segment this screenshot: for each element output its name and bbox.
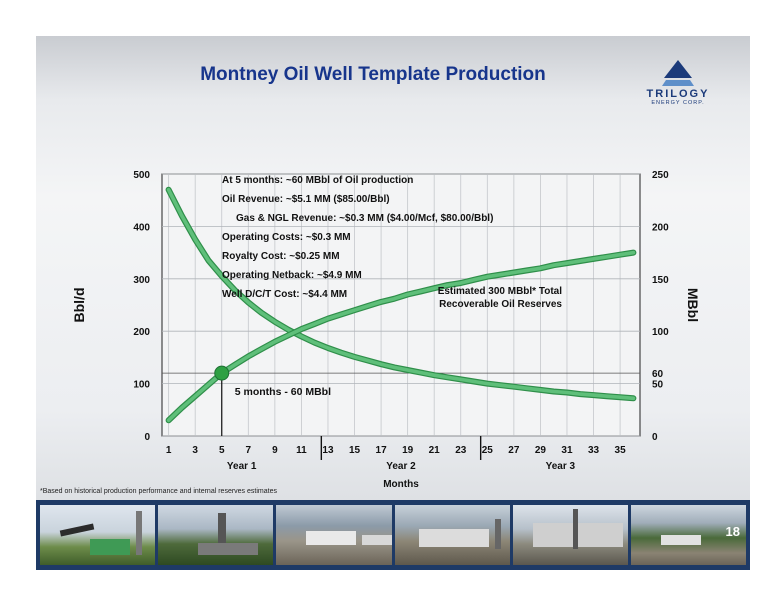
photo-drilling-rig: [158, 505, 274, 565]
trilogy-logo: [662, 60, 694, 86]
series-line-rate: [166, 187, 636, 401]
y-tick-label-left: 100: [133, 380, 150, 391]
year-label: Year 3: [546, 461, 576, 472]
x-tick-label: 19: [402, 445, 414, 456]
y-tick-label-right: 50: [652, 380, 664, 391]
footnote: *Based on historical production performa…: [40, 488, 277, 495]
x-tick-label: 11: [296, 445, 307, 456]
x-tick-label: 27: [508, 445, 520, 456]
y-axis-title-right: MBbl: [685, 288, 701, 322]
x-tick-label: 9: [272, 445, 278, 456]
x-tick-label: 23: [455, 445, 467, 456]
marker-label: 5 months - 60 MBbl: [235, 386, 331, 398]
note-line: Operating Netback: ~$4.9 MM: [222, 270, 362, 281]
photo-plant: [512, 505, 628, 565]
note-line: Oil Revenue: ~$5.1 MM ($85.00/Bbl): [222, 194, 390, 205]
y-tick-label-right: 100: [652, 327, 669, 338]
x-tick-label: 15: [349, 445, 361, 456]
x-tick-label: 3: [192, 445, 198, 456]
slide-title: Montney Oil Well Template Production: [200, 64, 546, 85]
note-line: Operating Costs: ~$0.3 MM: [222, 232, 351, 243]
page-number: 18: [725, 524, 740, 539]
photo-strip: [36, 500, 750, 570]
x-tick-label: 29: [535, 445, 547, 456]
year-label: Year 1: [227, 461, 257, 472]
y-tick-label-left: 500: [133, 170, 150, 181]
photo-pad-site: [630, 505, 747, 565]
note-line: Royalty Cost: ~$0.25 MM: [222, 251, 340, 262]
x-axis-title: Months: [383, 479, 419, 490]
x-tick-label: 25: [482, 445, 494, 456]
series-line-cumulative: [166, 250, 636, 423]
logo-subtitle: ENERGY CORP.: [651, 100, 705, 106]
year-label: Year 2: [386, 461, 416, 472]
reserves-annotation: Recoverable Oil Reserves: [439, 299, 562, 310]
marker-point: [214, 365, 230, 381]
x-tick-label: 5: [219, 445, 225, 456]
note-line: Gas & NGL Revenue: ~$0.3 MM ($4.00/Mcf, …: [236, 213, 493, 224]
x-tick-label: 35: [615, 445, 627, 456]
x-tick-label: 21: [429, 445, 441, 456]
y-tick-label-right: 0: [652, 432, 658, 443]
y-tick-label-left: 0: [144, 432, 150, 443]
y-tick-label-right: 200: [652, 222, 669, 233]
x-tick-label: 33: [588, 445, 600, 456]
y-tick-label-right: 150: [652, 275, 669, 286]
y-tick-label-left: 300: [133, 275, 150, 286]
x-tick-label: 13: [322, 445, 334, 456]
slide: Montney Oil Well Template Production TRI…: [36, 36, 750, 570]
x-tick-label: 31: [561, 445, 573, 456]
note-line: Well D/C/T Cost: ~$4.4 MM: [222, 289, 347, 300]
y-tick-label-right: 250: [652, 170, 669, 181]
note-line: At 5 months: ~60 MBbl of Oil production: [222, 175, 413, 186]
y-tick-label-right: 60: [652, 369, 664, 380]
logo-wordmark: TRILOGY: [646, 88, 710, 100]
photo-pumpjack: [40, 505, 156, 565]
reserves-annotation: Estimated 300 MBbl* Total: [438, 286, 563, 297]
x-tick-label: 7: [246, 445, 252, 456]
photo-facility: [394, 505, 510, 565]
y-tick-label-left: 400: [133, 222, 150, 233]
x-tick-label: 1: [166, 445, 172, 456]
x-tick-label: 17: [376, 445, 388, 456]
y-tick-label-left: 200: [133, 327, 150, 338]
photo-well-site: [276, 505, 392, 565]
y-axis-title-left: Bbl/d: [71, 288, 87, 323]
